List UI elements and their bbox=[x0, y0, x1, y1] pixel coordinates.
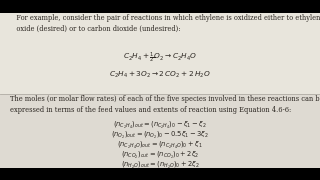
Text: $(n_{H_2O})_{out} = (n_{H_2O})_0 + 2\xi_2$: $(n_{H_2O})_{out} = (n_{H_2O})_0 + 2\xi_… bbox=[121, 160, 199, 171]
FancyBboxPatch shape bbox=[0, 168, 320, 180]
FancyBboxPatch shape bbox=[0, 0, 320, 13]
Text: $(n_{C_2H_4})_{out} = (n_{C_2H_4})_0 - \xi_1 - \xi_2$: $(n_{C_2H_4})_{out} = (n_{C_2H_4})_0 - \… bbox=[113, 120, 207, 131]
Text: $C_2H_4 + 3O_2 \rightarrow 2\,CO_2 + 2\,H_2O$: $C_2H_4 + 3O_2 \rightarrow 2\,CO_2 + 2\,… bbox=[109, 70, 211, 80]
Text: $C_2H_4 + \frac{1}{2}O_2 \rightarrow C_2H_4O$: $C_2H_4 + \frac{1}{2}O_2 \rightarrow C_2… bbox=[123, 50, 197, 65]
Text: $(n_{O_2})_{out} = (n_{O_2})_0 - 0.5\xi_1 - 3\xi_2$: $(n_{O_2})_{out} = (n_{O_2})_0 - 0.5\xi_… bbox=[111, 130, 209, 141]
Text: $(n_{CO_2})_{out} = (n_{CO_2})_0 + 2\xi_2$: $(n_{CO_2})_{out} = (n_{CO_2})_0 + 2\xi_… bbox=[121, 150, 199, 161]
Text: For example, consider the pair of reactions in which ethylene is oxidized either: For example, consider the pair of reacti… bbox=[10, 14, 320, 33]
FancyBboxPatch shape bbox=[0, 94, 320, 168]
Text: The moles (or molar flow rates) of each of the five species involved in these re: The moles (or molar flow rates) of each … bbox=[10, 95, 320, 114]
FancyBboxPatch shape bbox=[0, 13, 320, 94]
Text: $(n_{C_2H_4O})_{out} = (n_{C_2H_4O})_0 + \xi_1$: $(n_{C_2H_4O})_{out} = (n_{C_2H_4O})_0 +… bbox=[117, 140, 203, 151]
